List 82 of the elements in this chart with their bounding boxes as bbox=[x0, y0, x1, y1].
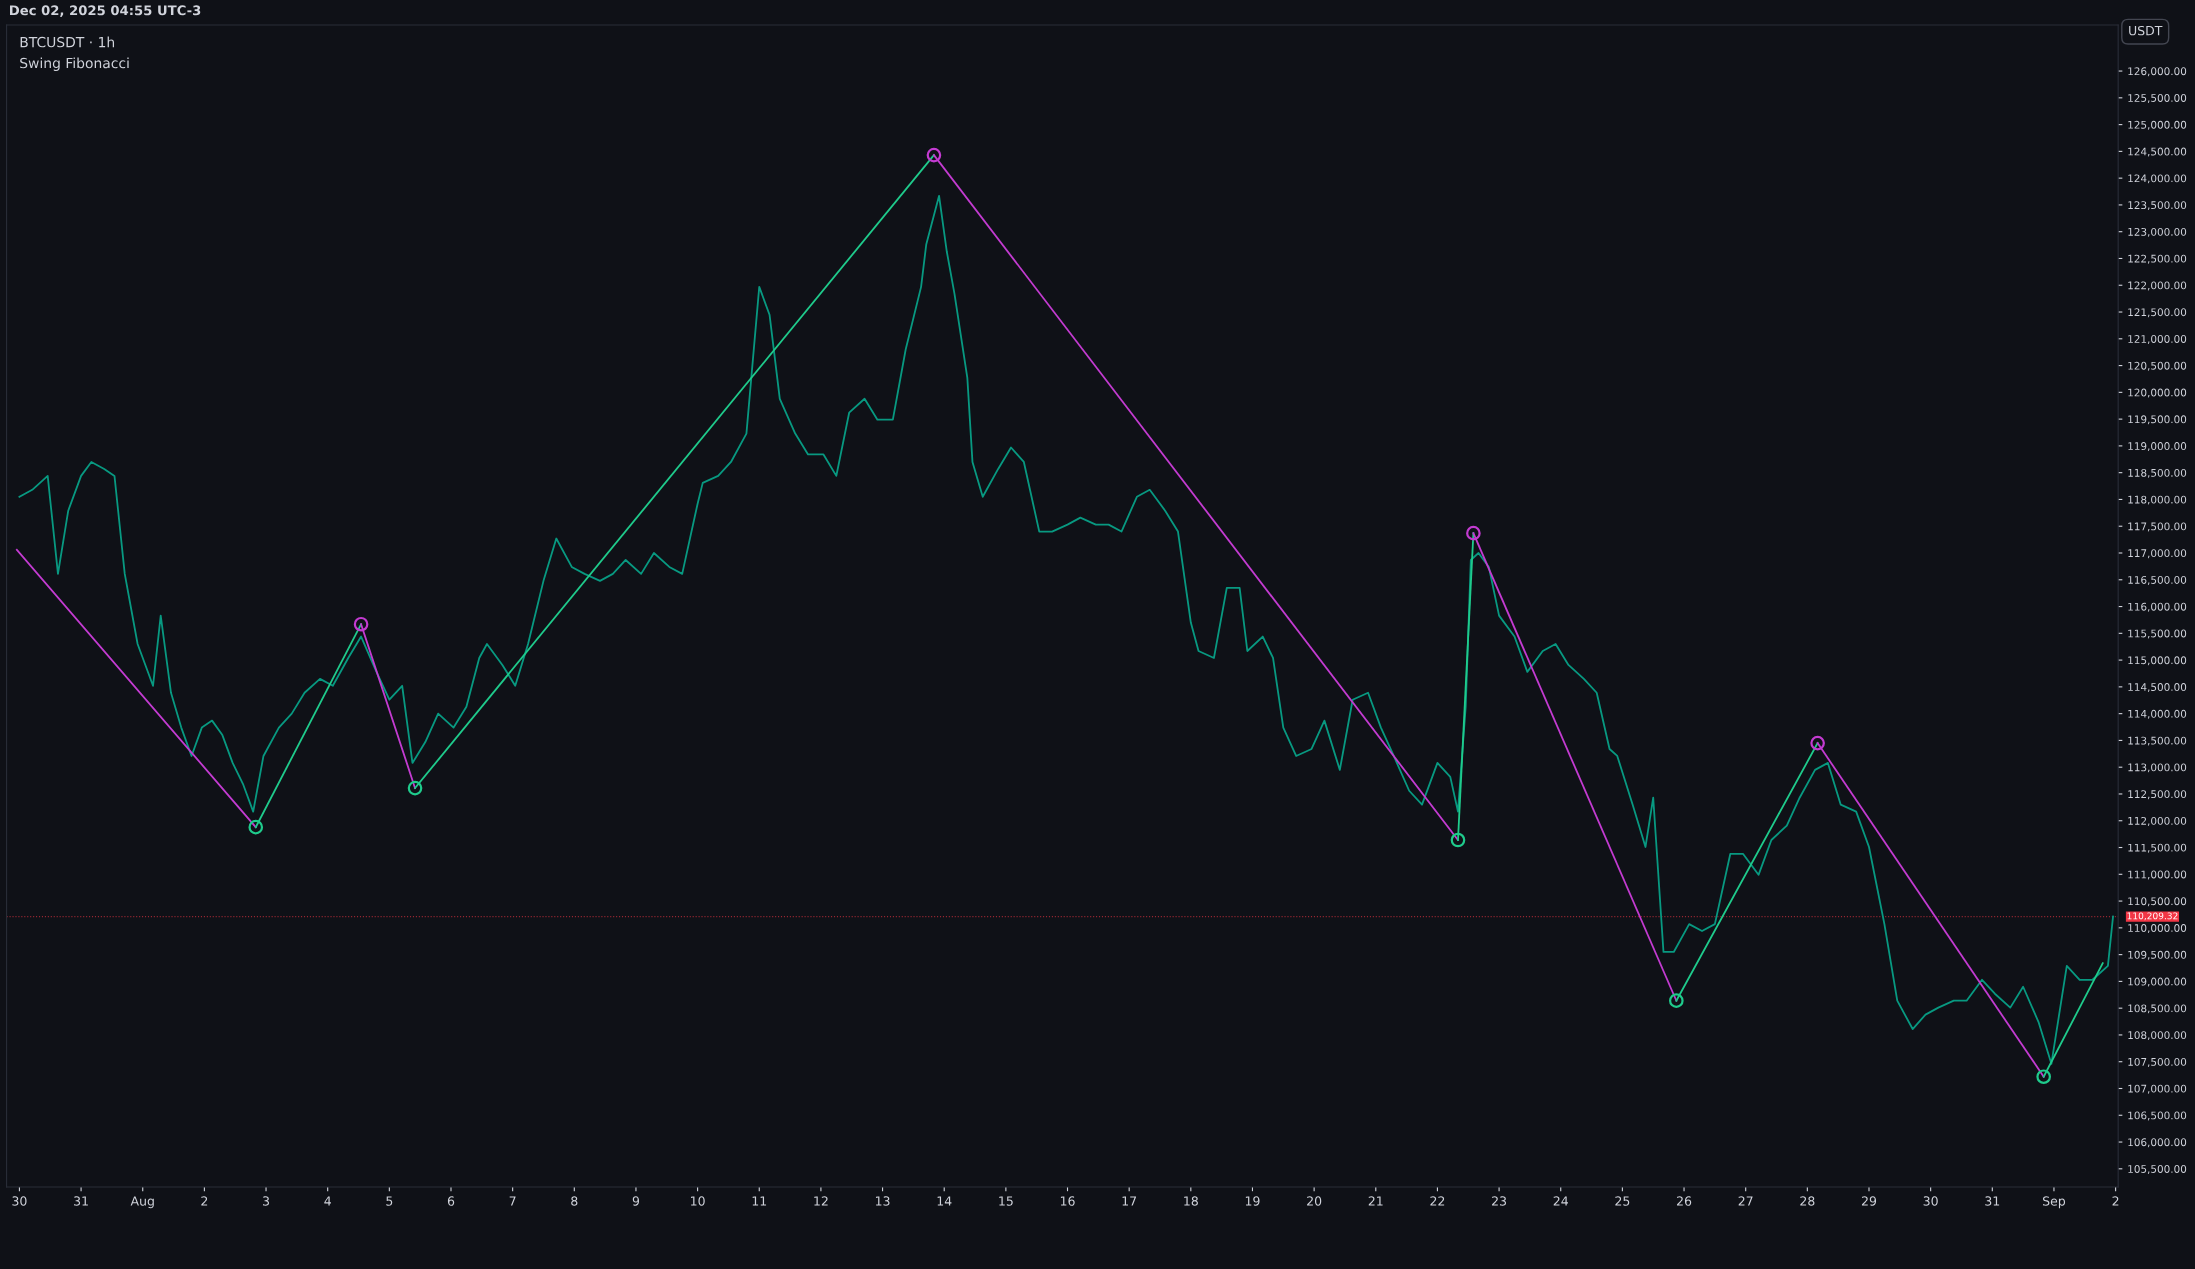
y-tick-label: 118,500.00 bbox=[2128, 468, 2187, 478]
y-tick-label: 110,000.00 bbox=[2128, 924, 2187, 934]
y-tick-label: 120,000.00 bbox=[2128, 388, 2187, 398]
x-tick-label: 31 bbox=[1985, 1196, 2000, 1206]
y-tick-label: 114,500.00 bbox=[2128, 683, 2187, 693]
y-tick-label: 120,500.00 bbox=[2128, 361, 2187, 371]
y-tick-label: 112,500.00 bbox=[2128, 790, 2187, 800]
y-tick-label: 105,500.00 bbox=[2128, 1165, 2187, 1174]
x-tick-label: 30 bbox=[12, 1196, 27, 1206]
x-tick-label: 14 bbox=[937, 1196, 952, 1206]
y-tick-label: 119,500.00 bbox=[2128, 415, 2187, 425]
y-tick-label: 123,500.00 bbox=[2128, 201, 2187, 211]
x-tick-label: 25 bbox=[1615, 1196, 1630, 1206]
y-tick-label: 110,500.00 bbox=[2128, 897, 2187, 907]
x-tick-label: 18 bbox=[1184, 1196, 1198, 1206]
x-tick-label: 26 bbox=[1677, 1196, 1692, 1206]
y-tick-label: 115,500.00 bbox=[2128, 629, 2187, 639]
x-tick-label: 20 bbox=[1307, 1196, 1322, 1206]
x-tick-label: 29 bbox=[1861, 1196, 1877, 1206]
y-tick-label: 123,000.00 bbox=[2128, 227, 2187, 237]
y-tick-label: 107,500.00 bbox=[2128, 1057, 2187, 1067]
y-tick-label: 109,500.00 bbox=[2128, 950, 2187, 960]
x-tick-label: Sep bbox=[2043, 1196, 2066, 1209]
y-tick-label: 124,500.00 bbox=[2128, 147, 2187, 157]
x-tick-label: 6 bbox=[447, 1196, 455, 1206]
y-tick-label: 124,000.00 bbox=[2128, 174, 2187, 184]
x-tick-label: 9 bbox=[632, 1196, 640, 1206]
y-tick-label: 113,500.00 bbox=[2128, 736, 2187, 746]
x-tick-label: 15 bbox=[999, 1196, 1013, 1206]
y-tick-label: 114,000.00 bbox=[2128, 709, 2187, 719]
y-tick-label: 111,500.00 bbox=[2128, 843, 2187, 853]
x-tick-label: 5 bbox=[386, 1196, 393, 1206]
y-tick-label: 121,500.00 bbox=[2128, 308, 2187, 318]
x-tick-label: 8 bbox=[571, 1196, 578, 1206]
y-tick-label: 109,000.00 bbox=[2128, 977, 2187, 987]
x-tick-label: 16 bbox=[1060, 1196, 1075, 1206]
x-tick-label: 10 bbox=[691, 1196, 705, 1206]
y-tick-label: 117,500.00 bbox=[2128, 522, 2187, 532]
y-tick-label: 111,000.00 bbox=[2128, 870, 2187, 880]
y-tick-label: 116,500.00 bbox=[2128, 576, 2187, 585]
x-tick-label: 2 bbox=[2112, 1196, 2119, 1206]
y-tick-label: 122,500.00 bbox=[2128, 254, 2187, 264]
y-tick-label: 126,000.00 bbox=[2128, 67, 2187, 77]
x-tick-label: 12 bbox=[814, 1196, 828, 1206]
y-tick-label: 106,000.00 bbox=[2128, 1138, 2187, 1148]
text: USDT bbox=[2129, 25, 2163, 36]
text: BTCUSDT · 1h bbox=[20, 36, 115, 48]
x-tick-label: 27 bbox=[1738, 1196, 1753, 1206]
y-tick-label: 106,500.00 bbox=[2128, 1111, 2187, 1121]
x-tick-label: Aug bbox=[130, 1196, 154, 1209]
x-tick-label: 11 bbox=[752, 1196, 767, 1206]
x-tick-label: 21 bbox=[1368, 1196, 1383, 1206]
y-tick-label: 113,000.00 bbox=[2128, 763, 2187, 773]
x-tick-label: 23 bbox=[1492, 1196, 1507, 1206]
x-tick-label: 2 bbox=[201, 1196, 208, 1206]
x-tick-label: 28 bbox=[1800, 1196, 1815, 1206]
y-tick-label: 107,000.00 bbox=[2128, 1084, 2187, 1094]
x-tick-label: 7 bbox=[509, 1196, 516, 1206]
y-tick-label: 115,000.00 bbox=[2128, 656, 2187, 666]
x-tick-label: 22 bbox=[1430, 1196, 1445, 1206]
y-tick-label: 116,000.00 bbox=[2128, 602, 2187, 612]
y-tick-label: 122,000.00 bbox=[2128, 281, 2187, 291]
x-tick-label: 13 bbox=[875, 1196, 890, 1206]
y-tick-label: 125,000.00 bbox=[2128, 120, 2187, 130]
y-tick-label: 117,000.00 bbox=[2128, 549, 2187, 559]
y-tick-label: 112,000.00 bbox=[2128, 816, 2187, 826]
ref-line-label: 110,209.32 bbox=[2127, 912, 2178, 921]
y-tick-label: 108,000.00 bbox=[2128, 1031, 2187, 1041]
x-tick-label: 4 bbox=[324, 1196, 331, 1206]
text: Dec 02, 2025 04:55 UTC-3 bbox=[9, 5, 201, 17]
x-tick-label: 17 bbox=[1122, 1196, 1137, 1206]
y-tick-label: 108,500.00 bbox=[2128, 1004, 2187, 1014]
x-tick-label: 31 bbox=[74, 1196, 88, 1206]
x-tick-label: 19 bbox=[1245, 1196, 1260, 1206]
y-tick-label: 119,000.00 bbox=[2128, 442, 2187, 452]
y-tick-label: 118,000.00 bbox=[2128, 495, 2187, 505]
x-tick-label: 3 bbox=[263, 1196, 270, 1206]
text: Swing Fibonacci bbox=[20, 57, 129, 71]
y-tick-label: 121,000.00 bbox=[2128, 335, 2187, 344]
x-tick-label: 30 bbox=[1923, 1196, 1938, 1206]
y-tick-label: 125,500.00 bbox=[2128, 94, 2187, 103]
x-tick-label: 24 bbox=[1553, 1196, 1568, 1206]
